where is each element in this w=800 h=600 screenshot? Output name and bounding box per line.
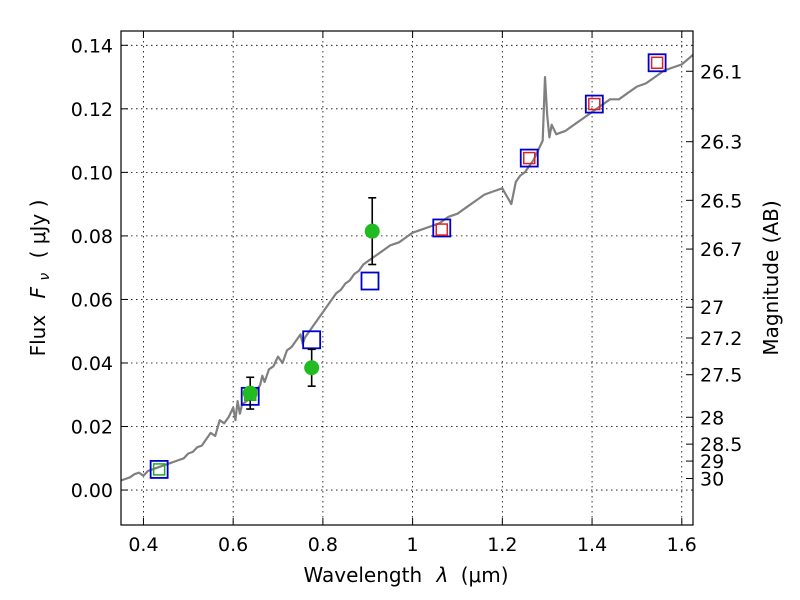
model-square (302, 330, 322, 350)
mag-tick-label: 26.3 (700, 132, 742, 154)
y-tick-label: 0.08 (71, 226, 113, 248)
x-tick-label: 0.4 (128, 534, 158, 556)
observed-square (435, 223, 449, 236)
x-tick-label: 1.6 (667, 534, 697, 556)
x-tick-label: 0.8 (308, 534, 338, 556)
mag-tick-label: 28.5 (700, 434, 742, 456)
observed-square (523, 151, 536, 165)
mag-tick-label: 26.5 (700, 190, 742, 212)
model-square (360, 271, 380, 291)
plot-frame (120, 30, 694, 526)
mag-tick-label: 30 (700, 469, 724, 491)
model-square (647, 53, 667, 73)
x-axis-label-text: Wavelength (303, 563, 422, 587)
model-square (584, 94, 604, 114)
y-tick-label: 0.02 (71, 417, 113, 439)
mag-tick-label: 27.5 (700, 365, 742, 387)
y-tick-label: 0.14 (71, 35, 113, 57)
y-axis-label-symbol: F (26, 286, 50, 298)
x-tick-label: 1.2 (487, 534, 517, 556)
model-square (149, 460, 169, 479)
observed-square (588, 97, 601, 111)
x-axis-label-symbol: λ (436, 563, 449, 587)
mag-tick-label: 27.2 (700, 328, 742, 350)
y2-axis-label: Magnitude (AB) (759, 200, 783, 355)
model-square (432, 218, 452, 238)
mag-tick-label: 26.7 (700, 239, 742, 261)
spectrum-layer (120, 53, 694, 482)
y-tick-label: 0.04 (71, 353, 113, 375)
model-square (519, 148, 539, 168)
observed-square (152, 463, 166, 476)
y-tick-label: 0.06 (71, 289, 113, 311)
y-axis-label: Flux F ν ( μJy ) (26, 200, 54, 357)
observed-point (242, 385, 258, 401)
observed-point (304, 360, 320, 376)
plot-background (121, 31, 693, 525)
x-tick-label: 1.4 (577, 534, 607, 556)
observed-squares-layer (152, 56, 664, 476)
observed-square (650, 56, 664, 70)
axis-ticks: 0.4 0.6 0.8 1 1.2 1.4 1.6 0.00 0.02 0.04 0.06 0.08 0… (71, 31, 742, 556)
x-tick-label: 0.6 (218, 534, 248, 556)
y-axis-label-sub: ν (37, 273, 53, 281)
x-axis-label: Wavelength λ (μm) (303, 563, 508, 587)
y-tick-label: 0.00 (71, 480, 113, 502)
mag-tick-label: 26.1 (700, 61, 742, 83)
observed-points-layer (242, 196, 380, 410)
y-axis-label-text: Flux (26, 315, 50, 357)
mag-tick-label: 29 (700, 451, 724, 473)
observed-point (364, 223, 380, 239)
y-tick-label: 0.10 (71, 162, 113, 184)
x-axis-label-unit: (μm) (461, 563, 509, 587)
y-axis-label-unit: ( μJy ) (26, 200, 50, 259)
x-tick-label: 1 (407, 534, 419, 556)
mag-tick-label: 27 (700, 297, 724, 319)
model-squares-layer (149, 53, 667, 479)
mag-tick-label: 28 (700, 407, 724, 429)
spectrum-line (120, 53, 694, 482)
y-tick-label: 0.12 (71, 99, 113, 121)
